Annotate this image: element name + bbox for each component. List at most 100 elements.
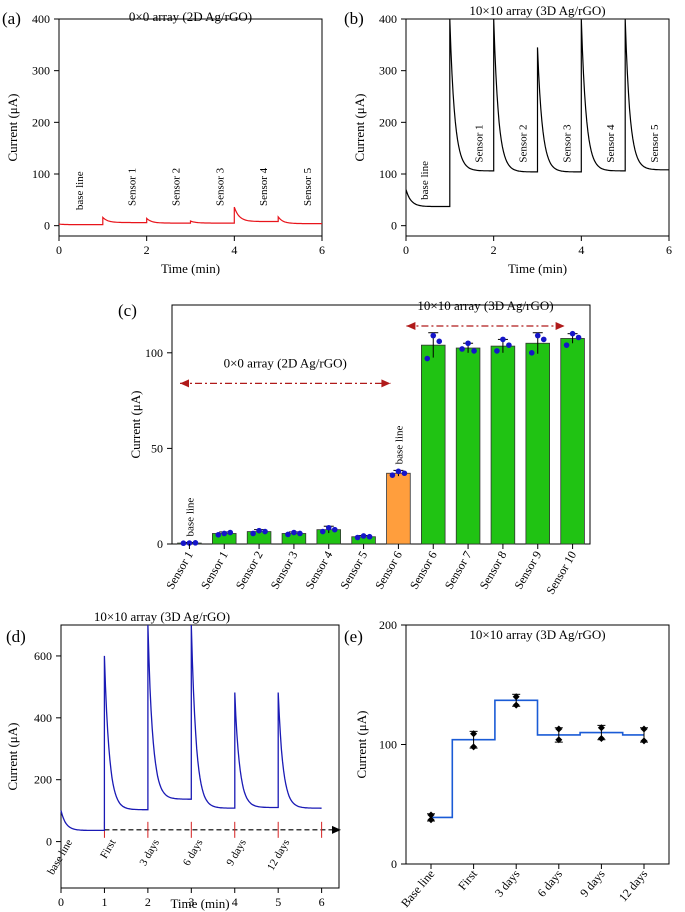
panel-d-day-label: First	[98, 837, 118, 860]
panel-d-x-tick-label: 1	[101, 895, 107, 909]
panel-d-x-axis-label: Time (min)	[170, 896, 229, 911]
panel-a-x-tick-label: 4	[231, 243, 237, 257]
panel-c-data-point	[528, 350, 535, 356]
panel-d-title: 10×10 array (3D Ag/rGO)	[94, 609, 230, 624]
panel-a-sensor-label: Sensor 1	[127, 168, 139, 206]
panel-c-data-point	[256, 527, 262, 534]
panel-b-sensor-label: Sensor 3	[561, 124, 573, 163]
panel-a-x-tick-label: 6	[319, 243, 325, 257]
panel-c-data-point	[250, 530, 256, 537]
panel-c-baseline-label: base line	[184, 498, 196, 537]
panel-e-data-point	[555, 725, 563, 733]
panel-c-data-point	[186, 540, 193, 546]
panel-c-x-tick-label: Sensor 8	[477, 549, 510, 592]
panel-d-chart: 0 200 400 600 0 1 2 3 4 5 6 Current (μA) Time (min) 1…	[5, 609, 341, 911]
panel-c-data-point	[569, 330, 576, 337]
panel-a-chart: 0 100 200 300 400 0 2 4 6 Current (μA) Time (min) 0…	[5, 9, 325, 276]
panel-c-data-point	[262, 528, 268, 535]
panel-c-x-tick-label: Sensor 5	[337, 549, 370, 592]
panel-e-data-point	[427, 811, 435, 819]
panel-c-data-point	[494, 348, 500, 354]
panel-c-range-arrow-head-right	[555, 322, 565, 331]
panel-c-axes-frame	[171, 304, 591, 545]
panel-c-x-tick-label: Sensor 3	[268, 549, 301, 592]
panel-e-step-line	[431, 699, 644, 819]
panel-b-x-tick-label: 2	[491, 243, 497, 257]
panel-c-bar	[525, 342, 550, 545]
panel-c-data-point	[563, 342, 570, 348]
panel-c-x-tick-label: Sensor 1	[163, 549, 196, 592]
panel-e-y-axis-label: Current (μA)	[354, 711, 369, 779]
panel-a-axes-frame	[58, 18, 323, 237]
panel-c-range-arrow-head-right	[381, 379, 391, 388]
panel-b-sensor-label: Sensor 2	[518, 124, 530, 162]
panel-d-x-tick-label: 6	[319, 895, 325, 909]
panel-c-x-tick-label: Sensor 1	[198, 549, 231, 592]
panel-b-y-tick-label: 400	[379, 12, 397, 26]
panel-c-data-point	[331, 526, 338, 533]
panel-e-data-point	[427, 816, 435, 824]
panel-label-b: (b)	[344, 9, 364, 28]
panel-e-data-point	[512, 693, 520, 701]
panel-a-sensor-label: Sensor 5	[302, 167, 314, 206]
panel-b-y-tick-label: 300	[379, 64, 397, 78]
panel-a-y-tick-label: 300	[32, 64, 50, 78]
panel-b-y-tick-label: 200	[379, 115, 397, 129]
panel-c-data-point	[471, 348, 477, 354]
panel-e-data-point	[512, 701, 520, 709]
panel-e-y-tick-label: 100	[379, 738, 397, 752]
panel-c-data-point	[500, 336, 506, 343]
panel-b-x-axis-label: Time (min)	[508, 261, 567, 276]
panel-label-c: (c)	[118, 301, 137, 320]
panel-d-day-label: 12 days	[265, 837, 292, 872]
panel-c-data-point	[534, 332, 541, 339]
panel-e-x-tick-label: 6 days	[534, 867, 565, 900]
panel-c-data-point	[395, 468, 402, 475]
panel-c-data-point	[366, 533, 373, 540]
panel-a-sensor-label: Sensor 4	[258, 167, 270, 206]
panel-c-data-point	[424, 355, 431, 362]
panel-label-d: (d)	[6, 627, 26, 646]
panel-c-data-point	[325, 524, 332, 531]
panel-c-x-tick-label: Sensor 10	[543, 549, 579, 597]
panel-d-y-tick-label: 0	[46, 835, 52, 849]
panel-b-sensor-label: Sensor 4	[605, 124, 617, 163]
panel-d-x-tick-label: 5	[275, 895, 281, 909]
panel-b-axes-frame	[405, 18, 670, 237]
panel-c-range-arrow-head-left	[406, 322, 416, 331]
panel-a-current-trace	[58, 206, 322, 226]
panel-a-sensor-label: Sensor 2	[171, 168, 183, 206]
panel-d-current-trace	[60, 624, 322, 832]
panel-c-data-point	[436, 338, 443, 345]
panel-d-x-tick-label: 2	[145, 895, 151, 909]
panel-e-data-point	[555, 736, 563, 744]
panel-c-data-point	[192, 540, 199, 546]
panel-d-day-label: 9 days	[224, 837, 249, 868]
panel-c-data-point	[227, 529, 234, 536]
panel-b-y-tick-label: 0	[391, 219, 397, 233]
panel-e-data-point	[470, 730, 478, 738]
panel-e-data-point	[640, 725, 648, 733]
panel-d-x-tick-label: 0	[58, 895, 64, 909]
panel-c-x-tick-label: Sensor 7	[442, 549, 475, 592]
panel-c-y-axis-label: Current (μA)	[128, 391, 143, 459]
panel-d-day-label: 6 days	[181, 837, 206, 868]
panel-label-a: (a)	[2, 9, 21, 28]
panel-c-y-tick-label: 100	[145, 346, 163, 360]
panel-c-data-point	[540, 336, 547, 343]
panel-e-title: 10×10 array (3D Ag/rGO)	[469, 627, 605, 642]
panel-c-baseline-label: base line	[393, 425, 405, 464]
panel-d-x-tick-label: 4	[232, 895, 238, 909]
panel-c-range-annotation: 0×0 array (2D Ag/rGO)	[224, 355, 347, 370]
panel-a-sensor-label: base line	[74, 171, 86, 210]
panel-e-chart: 0 100 200 Current (μA) 10×10 array (3D Ag/rG…	[354, 618, 670, 910]
panel-c-y-tick-label: 0	[157, 537, 163, 551]
panel-e-x-tick-label: 9 days	[577, 867, 608, 900]
panel-a-y-tick-label: 0	[44, 219, 50, 233]
panel-c-x-tick-label: Sensor 6	[407, 549, 440, 592]
panel-c-data-point	[297, 530, 303, 537]
panel-b-current-trace	[405, 18, 669, 208]
panel-c-data-point	[360, 533, 367, 539]
